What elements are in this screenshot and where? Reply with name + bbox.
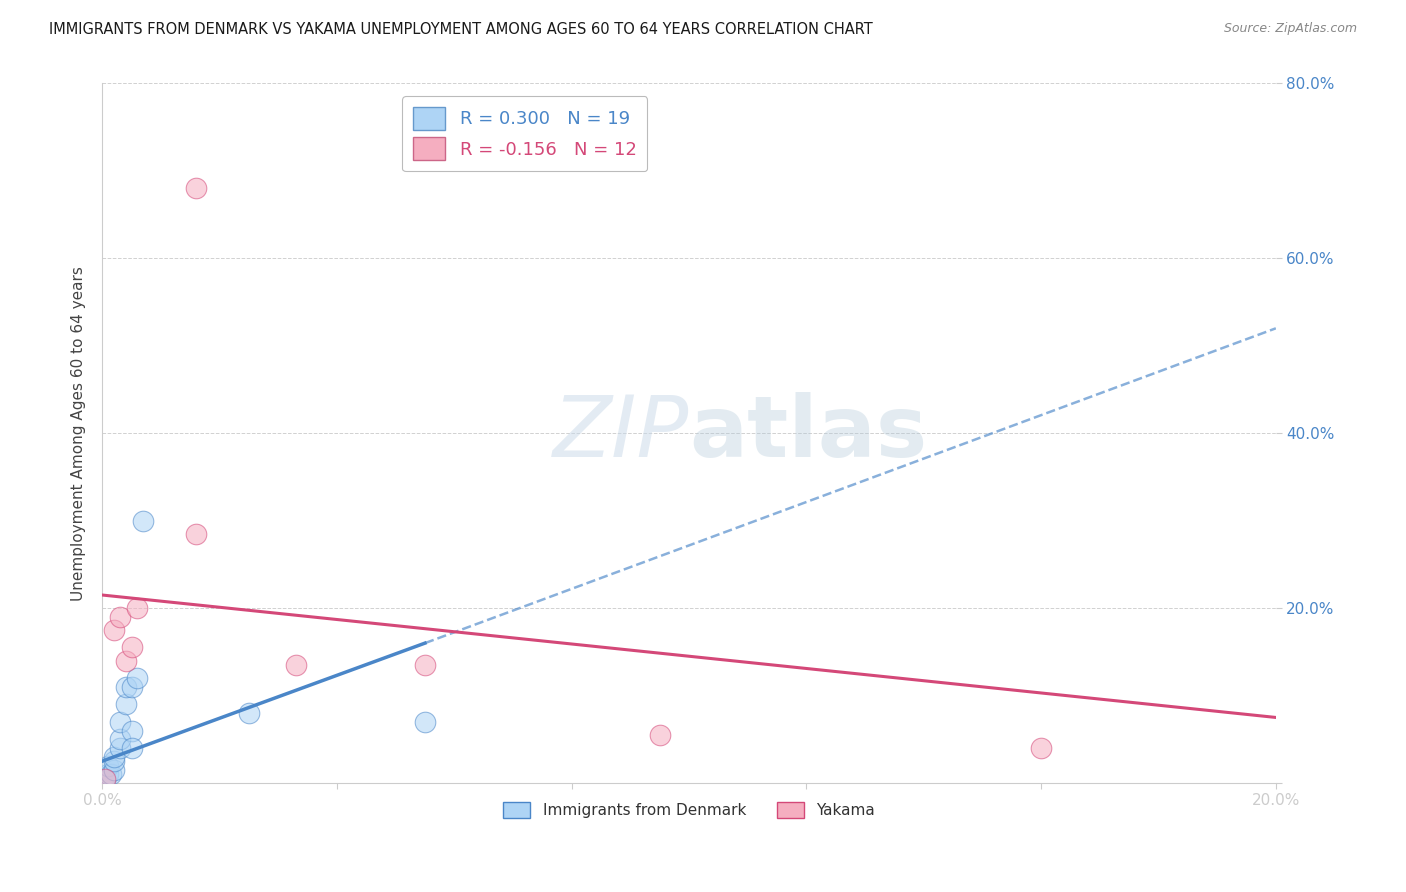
Point xyxy=(184,181,207,195)
Point xyxy=(284,657,307,672)
Point xyxy=(121,741,143,756)
Point xyxy=(121,640,143,655)
Point xyxy=(114,698,136,712)
Point xyxy=(114,680,136,694)
Point xyxy=(114,654,136,668)
Point xyxy=(1029,741,1052,756)
Point xyxy=(108,714,131,729)
Text: Source: ZipAtlas.com: Source: ZipAtlas.com xyxy=(1223,22,1357,36)
Point xyxy=(121,680,143,694)
Point xyxy=(413,657,436,672)
Point xyxy=(108,741,131,756)
Point xyxy=(184,526,207,541)
Point xyxy=(238,706,260,720)
Y-axis label: Unemployment Among Ages 60 to 64 years: Unemployment Among Ages 60 to 64 years xyxy=(72,266,86,600)
Point xyxy=(97,767,120,781)
Legend: Immigrants from Denmark, Yakama: Immigrants from Denmark, Yakama xyxy=(496,797,882,824)
Point xyxy=(94,772,117,786)
Point xyxy=(100,767,122,781)
Point xyxy=(97,758,120,772)
Text: atlas: atlas xyxy=(689,392,928,475)
Point xyxy=(132,514,155,528)
Point xyxy=(127,671,149,685)
Point xyxy=(103,763,125,777)
Point xyxy=(121,723,143,738)
Point xyxy=(413,714,436,729)
Point xyxy=(648,728,671,742)
Point xyxy=(103,623,125,637)
Text: IMMIGRANTS FROM DENMARK VS YAKAMA UNEMPLOYMENT AMONG AGES 60 TO 64 YEARS CORRELA: IMMIGRANTS FROM DENMARK VS YAKAMA UNEMPL… xyxy=(49,22,873,37)
Point xyxy=(94,772,117,786)
Point xyxy=(108,610,131,624)
Point xyxy=(127,601,149,615)
Point xyxy=(103,754,125,768)
Point xyxy=(103,749,125,764)
Text: ZIP: ZIP xyxy=(553,392,689,475)
Point xyxy=(108,732,131,747)
